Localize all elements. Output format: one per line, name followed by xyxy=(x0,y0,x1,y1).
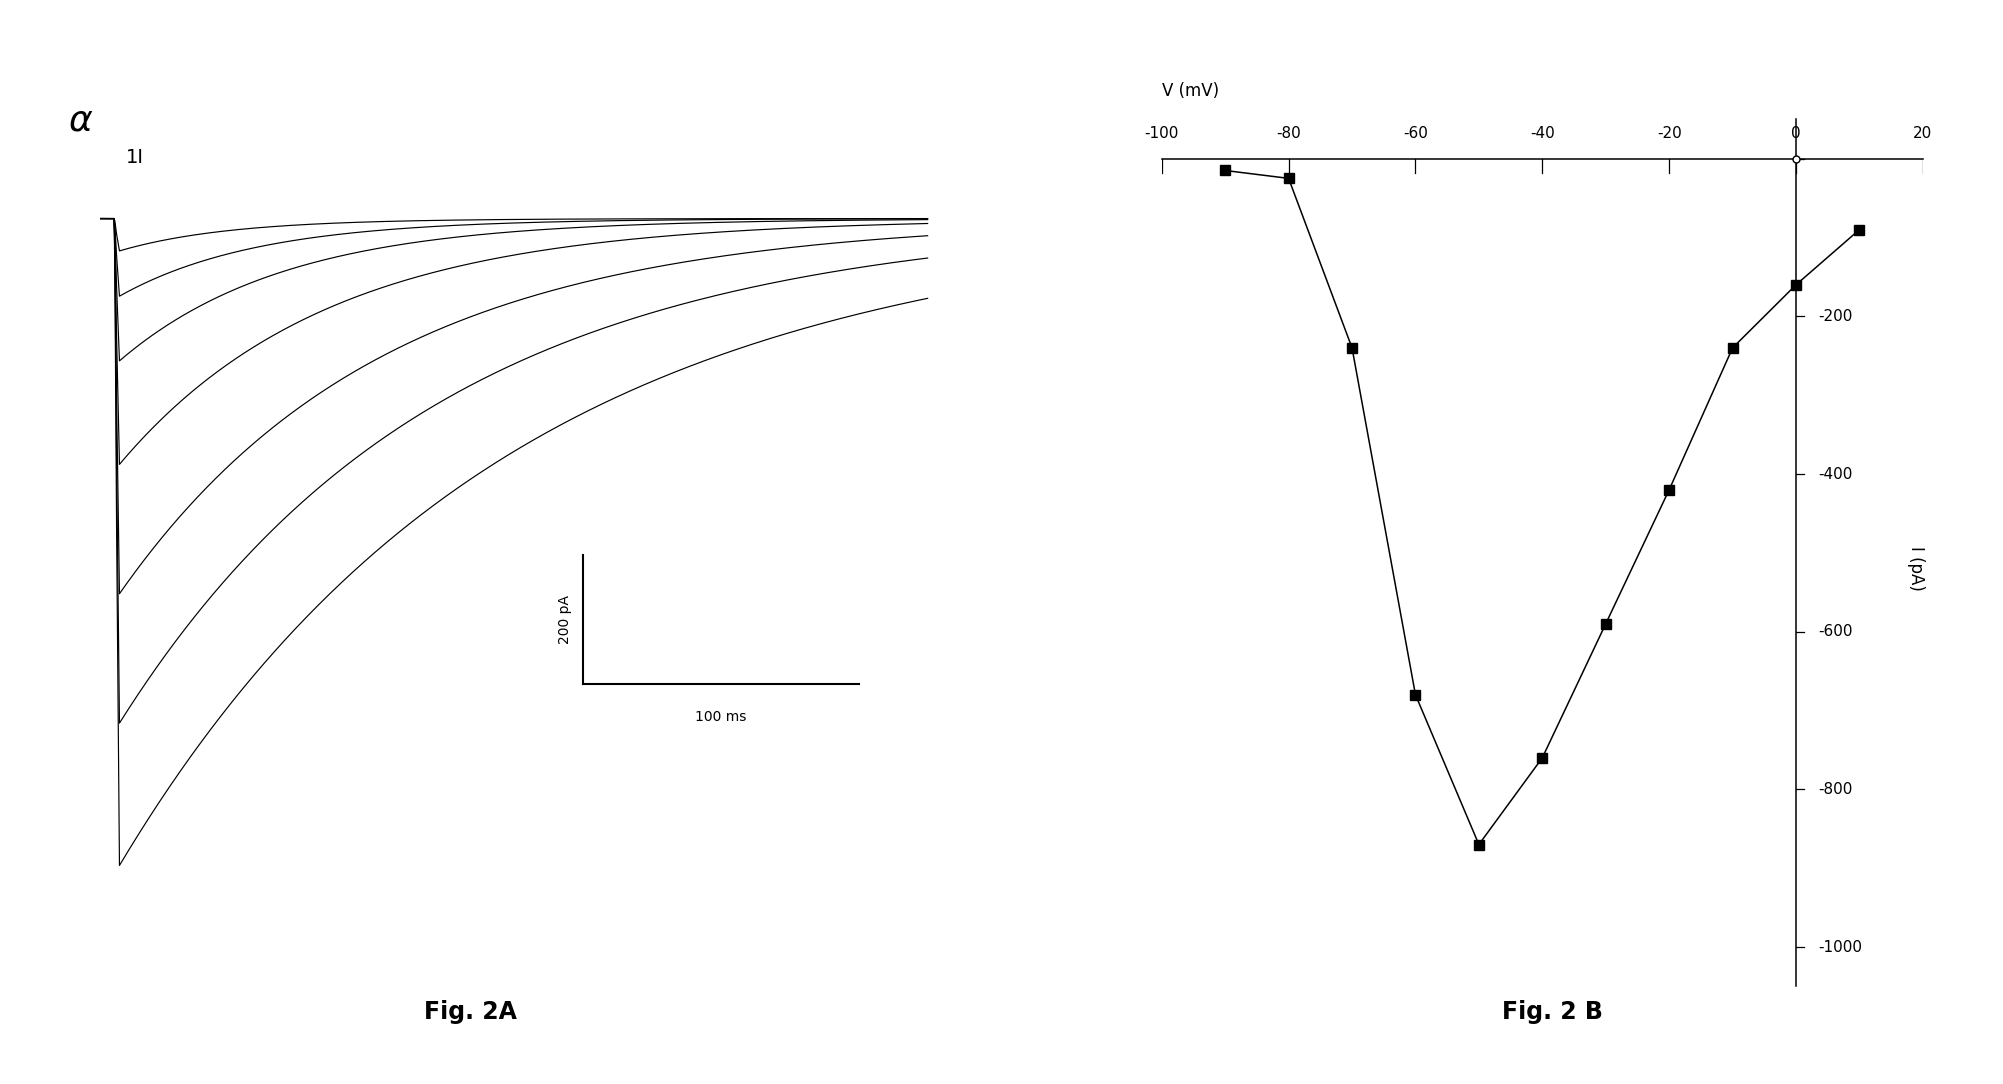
Text: I (pA): I (pA) xyxy=(1907,546,1925,591)
Text: -60: -60 xyxy=(1402,127,1428,141)
Text: -80: -80 xyxy=(1276,127,1302,141)
Text: Fig. 2 B: Fig. 2 B xyxy=(1502,999,1602,1024)
Text: -200: -200 xyxy=(1819,309,1853,324)
Text: 20: 20 xyxy=(1913,127,1933,141)
Text: Fig. 2A: Fig. 2A xyxy=(425,999,517,1024)
Text: -1000: -1000 xyxy=(1819,940,1863,955)
Text: 100 ms: 100 ms xyxy=(695,710,747,724)
Text: -100: -100 xyxy=(1144,127,1180,141)
Text: -40: -40 xyxy=(1530,127,1554,141)
Text: -20: -20 xyxy=(1656,127,1683,141)
Text: 0: 0 xyxy=(1791,127,1801,141)
Text: $\alpha$: $\alpha$ xyxy=(68,103,94,137)
Text: -600: -600 xyxy=(1819,624,1853,640)
Text: -800: -800 xyxy=(1819,782,1853,797)
Text: 200 pA: 200 pA xyxy=(557,595,571,644)
Text: V (mV): V (mV) xyxy=(1162,81,1220,100)
Text: 1I: 1I xyxy=(126,147,144,167)
Text: -400: -400 xyxy=(1819,466,1853,481)
